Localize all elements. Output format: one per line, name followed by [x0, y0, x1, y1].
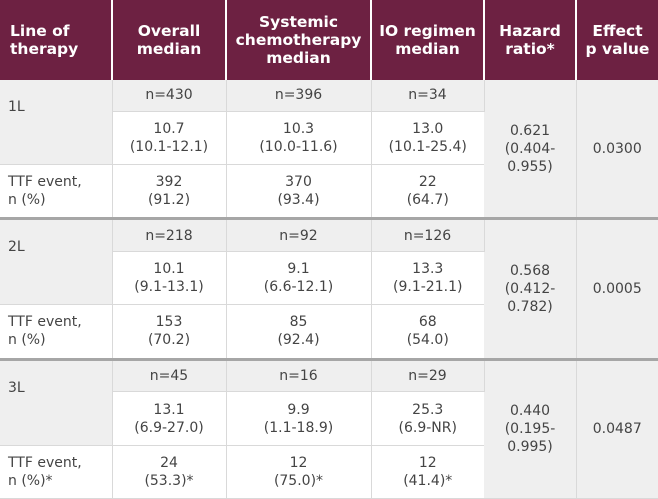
cell-1l-ttf-chemo: 370 (93.4) — [226, 164, 372, 220]
cell-2l-hazard-ratio: 0.568 (0.412- 0.782) — [484, 217, 577, 360]
line-label-2l: 2L — [0, 217, 113, 306]
header-p-value: Effect p value — [576, 0, 658, 80]
cell-1l-n-chemo: n=396 — [226, 80, 372, 112]
header-chemo-median: Systemic chemotherapy median — [226, 0, 372, 80]
header-overall-median: Overall median — [112, 0, 227, 80]
row-2l-median: 10.1 (9.1-13.1) 9.1 (6.6-12.1) 13.3 (9.1… — [0, 251, 658, 306]
cell-3l-median-io: 25.3 (6.9-NR) — [371, 391, 484, 446]
cell-1l-n-overall: n=430 — [112, 80, 227, 112]
cell-1l-ttf-io: 22 (64.7) — [371, 164, 484, 220]
cell-1l-n-io: n=34 — [371, 80, 485, 112]
row-3l-ttf: TTF event, n (%)* 24 (53.3)* 12 (75.0)* … — [0, 445, 658, 499]
cell-2l-median-io: 13.3 (9.1-21.1) — [371, 251, 484, 306]
header-overall-median-text: Overall median — [136, 22, 202, 58]
cell-1l-median-overall: 10.7 (10.1-12.1) — [112, 111, 227, 165]
cell-3l-hazard-ratio: 0.440 (0.195- 0.995) — [484, 357, 577, 499]
header-hazard-ratio: Hazard ratio* — [484, 0, 577, 80]
cell-2l-median-chemo: 9.1 (6.6-12.1) — [226, 251, 372, 306]
header-hazard-ratio-text: Hazard ratio* — [499, 22, 561, 58]
ttf-label-1l: TTF event, n (%) — [0, 164, 113, 220]
line-label-3l: 3L — [0, 357, 113, 446]
row-2l-ttf: TTF event, n (%) 153 (70.2) 85 (92.4) 68… — [0, 304, 658, 360]
cell-3l-median-overall: 13.1 (6.9-27.0) — [112, 391, 227, 446]
header-line-of-therapy-text: Line of therapy — [10, 22, 79, 58]
ttf-label-3l: TTF event, n (%)* — [0, 445, 113, 499]
cell-2l-n-overall: n=218 — [112, 217, 227, 253]
ttf-label-2l: TTF event, n (%) — [0, 304, 113, 360]
header-io-median-text: IO regimen median — [379, 22, 476, 58]
header-p-value-text: Effect p value — [585, 22, 650, 58]
cell-3l-ttf-overall: 24 (53.3)* — [112, 445, 227, 499]
row-2l-n: 2L n=218 n=92 n=126 0.568 (0.412- 0.782)… — [0, 217, 658, 360]
cell-3l-n-overall: n=45 — [112, 357, 227, 393]
cell-3l-n-io: n=29 — [371, 357, 485, 393]
cell-3l-n-chemo: n=16 — [226, 357, 372, 393]
header-line-of-therapy: Line of therapy — [0, 0, 113, 80]
cell-2l-n-io: n=126 — [371, 217, 485, 253]
cell-2l-p-value: 0.0005 — [576, 217, 658, 360]
cell-1l-p-value: 0.0300 — [576, 80, 658, 220]
cell-1l-median-chemo: 10.3 (10.0-11.6) — [226, 111, 372, 165]
header-row: Line of therapy Overall median Systemic … — [0, 0, 658, 80]
row-3l-n: 3L n=45 n=16 n=29 0.440 (0.195- 0.995) 0… — [0, 357, 658, 499]
cell-1l-hazard-ratio: 0.621 (0.404- 0.955) — [484, 80, 577, 220]
header-io-median: IO regimen median — [371, 0, 485, 80]
cell-3l-ttf-chemo: 12 (75.0)* — [226, 445, 372, 499]
cell-3l-median-chemo: 9.9 (1.1-18.9) — [226, 391, 372, 446]
header-chemo-median-text: Systemic chemotherapy median — [235, 13, 362, 67]
cell-3l-p-value: 0.0487 — [576, 357, 658, 499]
cell-1l-ttf-overall: 392 (91.2) — [112, 164, 227, 220]
line-label-1l: 1L — [0, 80, 113, 165]
row-1l-ttf: TTF event, n (%) 392 (91.2) 370 (93.4) 2… — [0, 164, 658, 220]
cell-2l-n-chemo: n=92 — [226, 217, 372, 253]
cell-1l-median-io: 13.0 (10.1-25.4) — [371, 111, 484, 165]
cell-2l-ttf-chemo: 85 (92.4) — [226, 304, 372, 360]
cell-2l-median-overall: 10.1 (9.1-13.1) — [112, 251, 227, 306]
cell-2l-ttf-overall: 153 (70.2) — [112, 304, 227, 360]
row-1l-n: 1L n=430 n=396 n=34 0.621 (0.404- 0.955)… — [0, 80, 658, 220]
row-3l-median: 13.1 (6.9-27.0) 9.9 (1.1-18.9) 25.3 (6.9… — [0, 391, 658, 446]
cell-3l-ttf-io: 12 (41.4)* — [371, 445, 484, 499]
row-1l-median: 10.7 (10.1-12.1) 10.3 (10.0-11.6) 13.0 (… — [0, 111, 658, 165]
cell-2l-ttf-io: 68 (54.0) — [371, 304, 484, 360]
